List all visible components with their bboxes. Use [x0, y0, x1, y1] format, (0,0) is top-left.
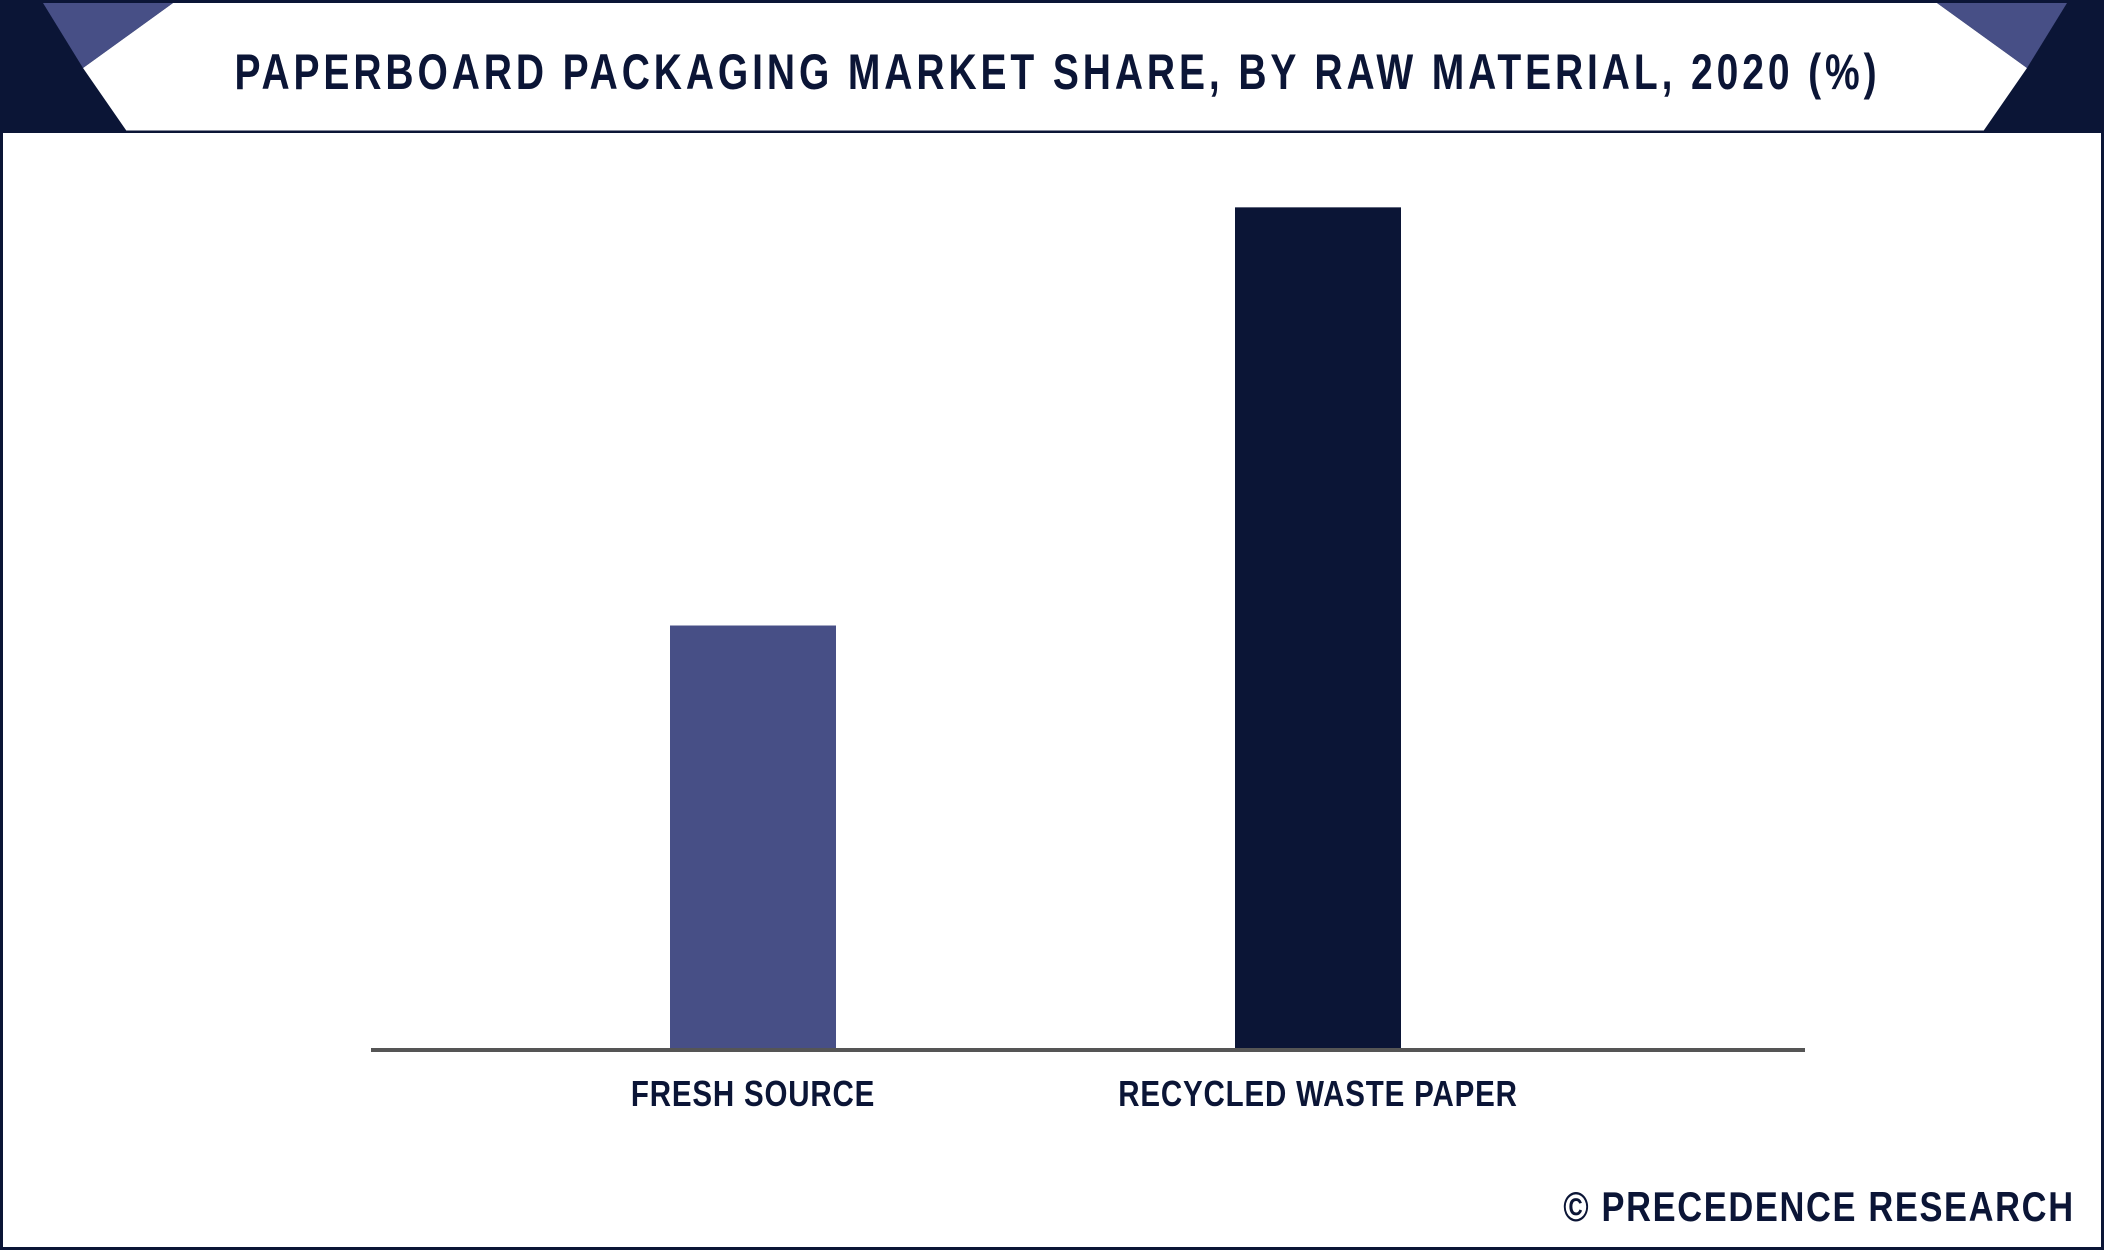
chart-title: PAPERBOARD PACKAGING MARKET SHARE, BY RA… — [234, 44, 1881, 100]
left-corner-dark — [3, 3, 173, 133]
bar-chart: FRESH SOURCE RECYCLED WASTE PAPER — [371, 207, 1805, 1114]
right-corner-dark — [1937, 3, 2104, 133]
bar-recycled-waste-paper — [1235, 207, 1401, 1051]
bar-fresh-source — [670, 625, 836, 1050]
source-watermark: © PRECEDENCE RESEARCH — [1563, 1183, 2075, 1230]
header-decoration — [3, 3, 2104, 133]
x-tick-label: RECYCLED WASTE PAPER — [1118, 1073, 1518, 1113]
header-band: PAPERBOARD PACKAGING MARKET SHARE, BY RA… — [3, 3, 2104, 133]
x-tick-label: FRESH SOURCE — [631, 1073, 875, 1113]
left-corner-accent — [43, 3, 173, 68]
right-corner-accent — [1937, 3, 2067, 68]
